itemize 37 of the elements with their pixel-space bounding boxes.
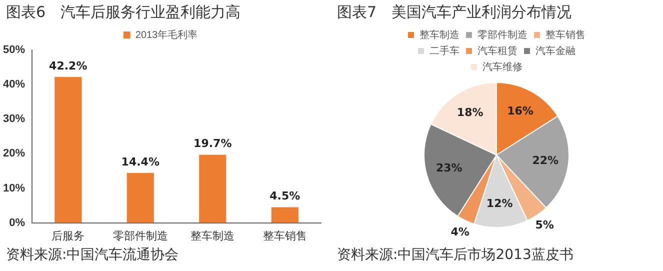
data-label: 4% <box>450 225 470 238</box>
data-label: 19.7% <box>194 137 232 150</box>
bar <box>271 207 298 223</box>
data-label: 42.2% <box>49 59 88 72</box>
y-tick-label: 0% <box>9 216 26 229</box>
data-label: 4.5% <box>270 190 300 203</box>
y-tick-label: 10% <box>2 182 26 194</box>
y-tick-label: 50% <box>2 44 26 56</box>
data-label: 16% <box>507 104 534 118</box>
data-label: 5% <box>535 218 554 232</box>
data-label: 14.4% <box>121 155 160 168</box>
x-tick-label: 后服务 <box>52 229 85 242</box>
text: 资料来源:中国汽车后市场2013蓝皮书 <box>336 246 574 264</box>
bar <box>54 76 82 223</box>
legend-label: 汽车租赁 <box>478 44 518 57</box>
x-tick-label: 零部件制造 <box>112 229 168 242</box>
legend-label: 汽车金融 <box>536 44 576 57</box>
y-tick-label: 30% <box>2 113 26 126</box>
x-tick-label: 整车销售 <box>262 229 307 242</box>
bar <box>126 173 154 223</box>
legend-label: 整车销售 <box>546 28 586 41</box>
legend-label: 汽车维修 <box>482 60 522 73</box>
chart-title: 图表6 汽车后服务行业盈利能力高 <box>5 2 242 23</box>
data-label: 23% <box>436 162 462 175</box>
data-label: 22% <box>532 154 559 168</box>
x-tick-label: 整车制造 <box>190 229 235 242</box>
legend-label: 二手车 <box>430 44 460 57</box>
y-tick-label: 20% <box>2 148 26 160</box>
legend-label: 2013年毛利率 <box>135 28 198 41</box>
data-label: 12% <box>486 197 513 210</box>
text: 资料来源:中国汽车流通协会 <box>5 246 180 264</box>
legend-label: 零部件制造 <box>478 28 528 41</box>
y-tick-label: 40% <box>2 78 26 91</box>
bar <box>199 154 226 223</box>
legend-label: 整车制造 <box>420 28 460 41</box>
chart-title: 图表7 美国汽车产业利润分布情况 <box>336 2 573 23</box>
data-label: 18% <box>456 106 484 120</box>
